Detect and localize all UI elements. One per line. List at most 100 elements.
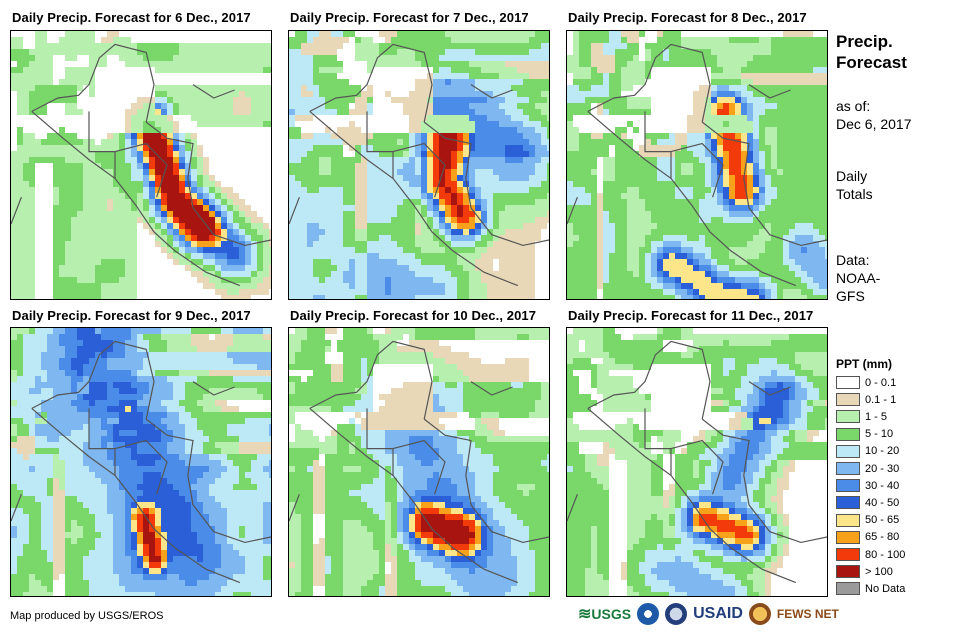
precip-cell (301, 145, 307, 151)
precip-cell (711, 163, 717, 169)
precip-cell (227, 115, 233, 121)
precip-cell (457, 187, 463, 193)
precip-cell (343, 127, 349, 133)
precip-cell (301, 151, 307, 157)
precip-cell (807, 115, 813, 121)
precip-cell (355, 97, 361, 103)
precip-cell (475, 193, 481, 199)
precip-cell (155, 61, 161, 67)
precip-cell (65, 259, 71, 265)
precip-cell (295, 181, 301, 187)
precip-cell (687, 145, 693, 151)
precip-cell (777, 85, 783, 91)
precip-cell (747, 277, 753, 283)
precip-cell (137, 127, 143, 133)
precip-cell (541, 97, 547, 103)
precip-cell (547, 37, 549, 43)
precip-cell (77, 205, 83, 211)
precip-cell (603, 133, 609, 139)
precip-cell (693, 61, 699, 67)
precip-cell (535, 127, 541, 133)
precip-cell (813, 253, 819, 259)
precip-cell (131, 283, 137, 289)
precip-cell (53, 187, 59, 193)
precip-cell (227, 241, 233, 247)
precip-cell (95, 61, 101, 67)
precip-cell (215, 109, 221, 115)
precip-cell (427, 145, 433, 151)
precip-cell (295, 271, 301, 277)
precip-cell (59, 271, 65, 277)
precip-cell (687, 157, 693, 163)
precip-cell (391, 211, 397, 217)
precip-cell (301, 97, 307, 103)
precip-cell (753, 229, 759, 235)
precip-cell (89, 157, 95, 163)
precip-cell (699, 121, 705, 127)
precip-cell (149, 193, 155, 199)
precip-cell (603, 49, 609, 55)
precip-cell (819, 211, 825, 217)
precip-cell (789, 43, 795, 49)
precip-cell (669, 271, 675, 277)
precip-cell (53, 43, 59, 49)
precip-cell (633, 259, 639, 265)
precip-cell (23, 79, 29, 85)
precip-cell (547, 163, 549, 169)
precip-cell (517, 253, 523, 259)
precip-cell (487, 67, 493, 73)
precip-cell (29, 145, 35, 151)
precip-cell (687, 55, 693, 61)
precip-cell (771, 211, 777, 217)
precip-cell (125, 121, 131, 127)
precip-cell (819, 199, 825, 205)
precip-cell (789, 163, 795, 169)
precip-cell (693, 181, 699, 187)
precip-cell (349, 265, 355, 271)
precip-cell (609, 295, 615, 299)
precip-cell (735, 277, 741, 283)
precip-cell (439, 37, 445, 43)
precip-cell (777, 277, 783, 283)
precip-cell (83, 205, 89, 211)
precip-cell (511, 31, 517, 37)
precip-cell (107, 175, 113, 181)
precip-cell (807, 151, 813, 157)
precip-cell (439, 277, 445, 283)
precip-cell (573, 163, 579, 169)
precip-cell (741, 103, 747, 109)
precip-cell (457, 127, 463, 133)
precip-cell (457, 181, 463, 187)
precip-cell (505, 193, 511, 199)
precip-cell (681, 223, 687, 229)
precip-cell (113, 43, 119, 49)
precip-cell (173, 211, 179, 217)
precip-cell (627, 193, 633, 199)
precip-cell (801, 163, 807, 169)
precip-cell (523, 181, 529, 187)
precip-cell (451, 271, 457, 277)
precip-cell (813, 265, 819, 271)
precip-cell (125, 277, 131, 283)
precip-cell (433, 259, 439, 265)
precip-cell (47, 97, 53, 103)
precip-cell (263, 121, 269, 127)
precip-cell (23, 235, 29, 241)
precip-cell (289, 259, 295, 265)
precip-cell (35, 145, 41, 151)
precip-cell (633, 163, 639, 169)
precip-cell (657, 139, 663, 145)
precip-cell (541, 43, 547, 49)
precip-cell (343, 265, 349, 271)
precip-cell (591, 217, 597, 223)
precip-cell (409, 139, 415, 145)
precip-cell (95, 55, 101, 61)
precip-cell (161, 55, 167, 61)
precip-cell (825, 229, 827, 235)
precip-cell (397, 289, 403, 295)
precip-cell (319, 271, 325, 277)
precip-cell (355, 247, 361, 253)
precip-cell (499, 157, 505, 163)
precip-cell (621, 295, 627, 299)
precip-cell (77, 85, 83, 91)
